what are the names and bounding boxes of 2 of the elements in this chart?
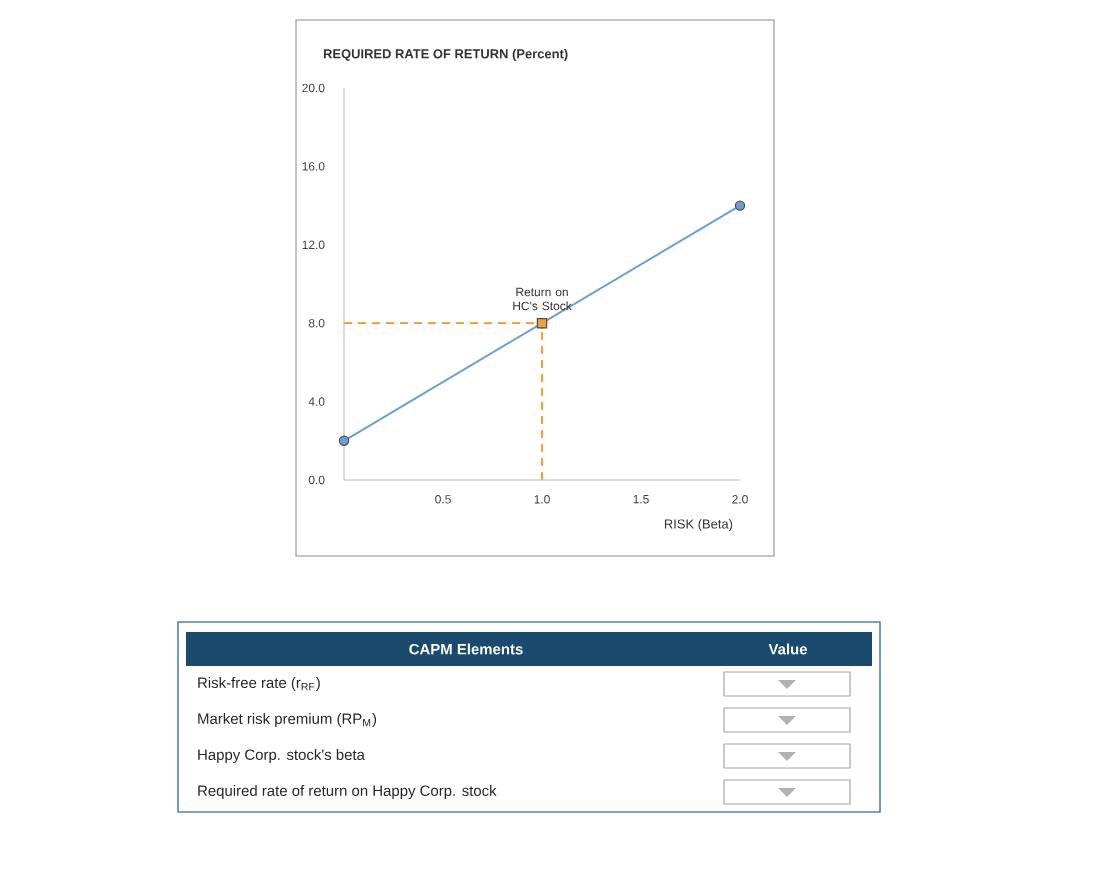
point — [734, 200, 746, 211]
point — [338, 435, 350, 446]
